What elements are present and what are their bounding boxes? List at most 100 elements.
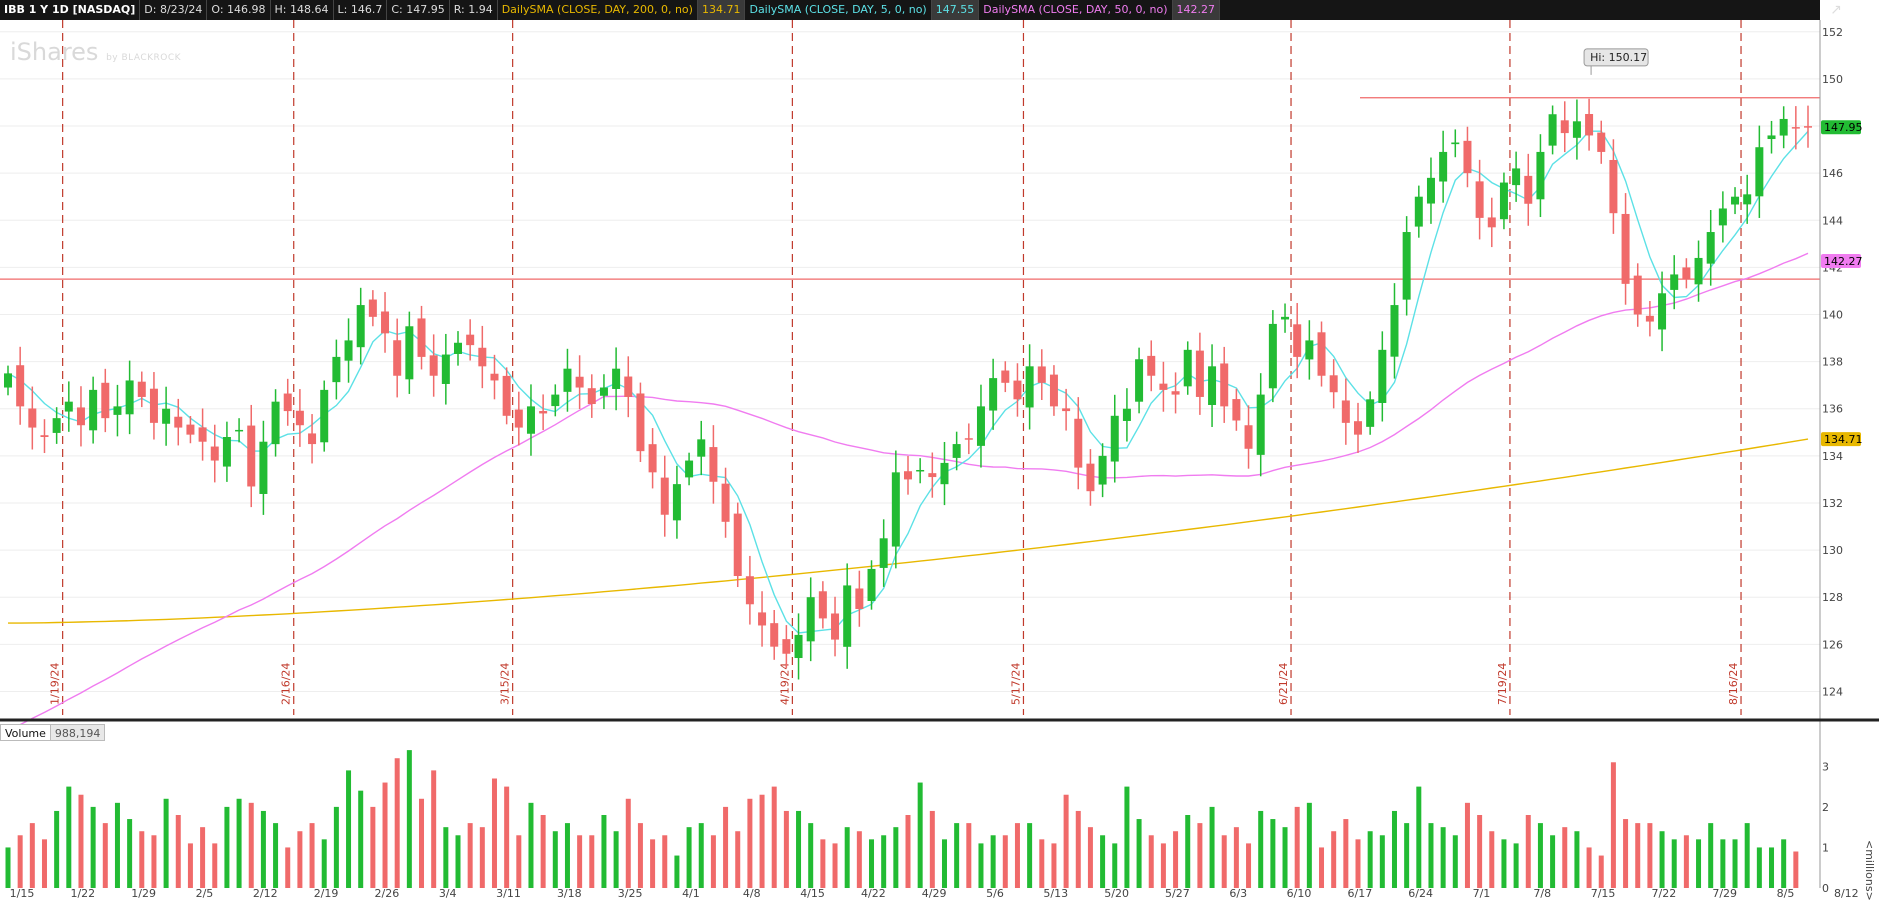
sma200-value: 134.71	[697, 0, 746, 20]
candle-body	[563, 368, 572, 392]
volume-axis: 0 1 2 3 <millions>	[1822, 760, 1876, 900]
volume-bar	[808, 823, 814, 888]
volume-bar	[1221, 835, 1227, 888]
period-label: 1/19/24	[49, 663, 62, 705]
price-axis: 1241261281301321341361381401421441461481…	[1819, 20, 1843, 888]
price-tick-label: 136	[1822, 403, 1843, 416]
volume-bar	[1002, 835, 1008, 888]
date-tick-label: 2/19	[314, 887, 339, 900]
candle-body	[1609, 159, 1618, 214]
volume-bar	[1343, 819, 1349, 888]
volume-bar	[200, 827, 206, 888]
volume-bar	[467, 823, 473, 888]
candle-body	[210, 446, 219, 461]
candle-body	[1195, 350, 1204, 397]
candle-body	[1694, 257, 1703, 285]
candle-body	[1366, 399, 1375, 427]
date-tick-label: 7/8	[1533, 887, 1551, 900]
candle-body	[1037, 366, 1046, 383]
volume-label[interactable]: Volume	[0, 724, 50, 741]
volume-bar	[151, 835, 157, 888]
candle-body	[40, 435, 49, 437]
candle-body	[1475, 181, 1484, 218]
volume-tick-label: 1	[1822, 841, 1829, 854]
candle-body	[1220, 363, 1229, 407]
price-tag-label: 147.95	[1824, 121, 1863, 134]
date-tick-label: 4/15	[800, 887, 825, 900]
volume-bar	[1246, 843, 1252, 888]
date-tick-label: 4/22	[861, 887, 886, 900]
candle-body	[806, 597, 815, 642]
candle-body	[660, 477, 669, 515]
sma50-label[interactable]: DailySMA (CLOSE, DAY, 50, 0, no)	[979, 0, 1173, 20]
hi-box	[1583, 48, 1649, 67]
volume-bar	[54, 810, 60, 888]
period-label: 2/16/24	[280, 663, 293, 705]
volume-bar	[881, 835, 887, 888]
volume-bar	[601, 815, 607, 888]
date-tick-label: 1/22	[70, 887, 95, 900]
price-tick-label: 152	[1822, 26, 1843, 39]
volume-bar	[771, 786, 777, 888]
candle-body	[295, 410, 304, 426]
volume-bar	[1440, 827, 1446, 888]
close-icon[interactable]: ↗	[1830, 2, 1842, 18]
price-grid	[0, 31, 1820, 692]
candle-body	[1171, 391, 1180, 395]
date-tick-label: 8/5	[1777, 887, 1795, 900]
candle-body	[1414, 196, 1423, 227]
date-tick-label: 8/12	[1834, 887, 1859, 900]
volume-bar	[321, 839, 327, 888]
date-tick-label: 3/25	[618, 887, 643, 900]
candle-body	[332, 356, 341, 383]
sma200-line	[8, 438, 1809, 624]
sma200-label[interactable]: DailySMA (CLOSE, DAY, 200, 0, no)	[498, 0, 698, 20]
volume-bar	[1659, 831, 1665, 888]
volume-bar	[78, 794, 84, 888]
candle-body	[1585, 113, 1594, 136]
volume-bar	[1610, 762, 1616, 888]
volume-bar	[516, 835, 522, 888]
candle-body	[149, 388, 158, 423]
candle-body	[368, 299, 377, 317]
price-tick-label: 134	[1822, 450, 1843, 463]
volume-bar	[127, 819, 133, 888]
symbol-label[interactable]: IBB 1 Y 1D [NASDAQ]	[0, 0, 141, 20]
candle-body	[879, 538, 888, 568]
candle-body	[940, 462, 949, 485]
date-tick-label: 6/24	[1408, 887, 1433, 900]
volume-bar	[564, 823, 570, 888]
candle-body	[1317, 332, 1326, 376]
volume-bar	[1683, 835, 1689, 888]
volume-bar	[783, 810, 789, 888]
candle-body	[1232, 399, 1241, 421]
candle-body	[222, 437, 231, 467]
sma5-label[interactable]: DailySMA (CLOSE, DAY, 5, 0, no)	[745, 0, 932, 20]
volume-bar	[406, 750, 412, 888]
date-tick-label: 2/26	[375, 887, 400, 900]
candle-body	[381, 311, 390, 334]
candle-body	[952, 444, 961, 458]
candle-body	[162, 408, 171, 424]
candle-body	[283, 393, 292, 412]
volume-bar	[163, 798, 169, 888]
candle-body	[64, 401, 73, 412]
volume-ylabel: <millions>	[1863, 840, 1876, 900]
candle-body	[393, 340, 402, 376]
volume-bar	[710, 835, 716, 888]
candle-body	[1767, 135, 1776, 140]
candle-body	[1354, 421, 1362, 435]
volume-bar	[491, 778, 497, 888]
volume-bar	[1039, 839, 1045, 888]
volume-bar	[1100, 835, 1106, 888]
candle-body	[1110, 415, 1119, 462]
volume-bar	[236, 798, 242, 888]
candle-body	[1183, 349, 1192, 387]
volume-bar	[1148, 835, 1154, 888]
candle-body	[1706, 232, 1715, 264]
volume-bar	[1598, 855, 1604, 888]
volume-bar	[455, 835, 461, 888]
volume-bar	[1647, 823, 1653, 888]
candle-body	[551, 394, 560, 407]
candle-body	[125, 380, 134, 415]
